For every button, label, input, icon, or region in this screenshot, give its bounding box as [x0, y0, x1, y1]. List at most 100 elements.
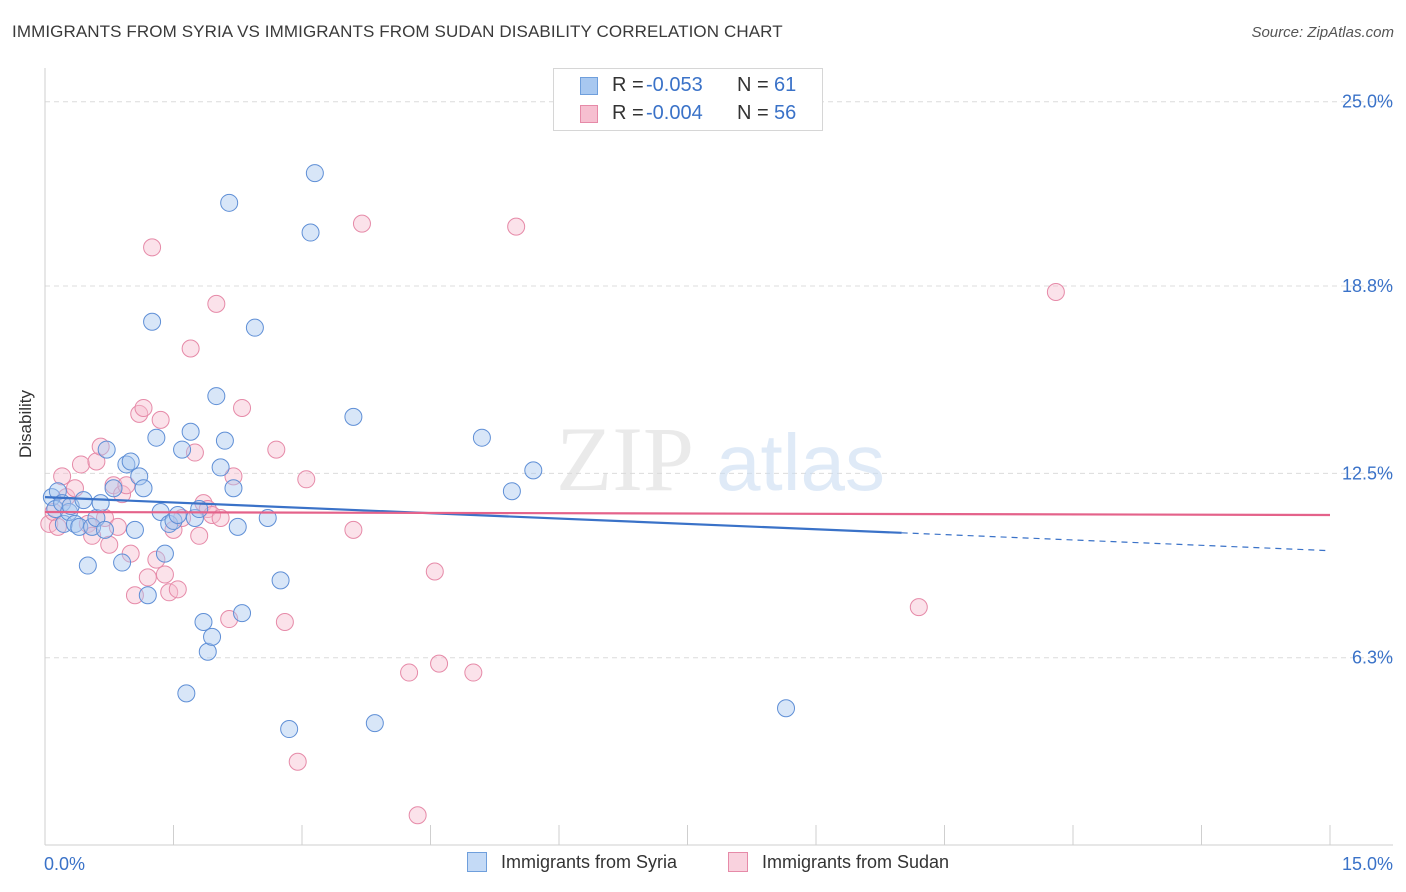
syria-point	[472, 428, 491, 447]
syria-point	[130, 467, 149, 486]
syria-point	[134, 479, 153, 498]
y-tick-label: 6.3%	[1352, 648, 1393, 668]
sudan-point	[909, 598, 928, 617]
chart-title: IMMIGRANTS FROM SYRIA VS IMMIGRANTS FROM…	[12, 22, 783, 41]
syria-point	[95, 520, 114, 539]
syria-point	[147, 428, 166, 447]
sudan-point	[267, 440, 286, 459]
sudan-point	[288, 752, 307, 771]
syria-point	[48, 482, 67, 501]
syria-trend-extension	[901, 532, 1331, 552]
n-value: 61	[774, 74, 797, 96]
y-tick-label: 12.5%	[1342, 463, 1393, 483]
syria-point	[70, 517, 89, 536]
syria-point	[228, 517, 247, 536]
syria-point	[138, 586, 157, 605]
syria-point	[305, 164, 324, 183]
legend-label-sudan: Immigrants from Sudan	[762, 852, 950, 872]
syria-point	[185, 508, 204, 527]
sudan-point	[297, 470, 316, 489]
syria-point	[91, 494, 110, 513]
stats-legend: R = -0.053 N = 61 R = -0.004 N = 56	[553, 68, 823, 131]
syria-point	[113, 553, 132, 572]
syria-point	[271, 571, 290, 590]
syria-point	[502, 482, 521, 501]
sudan-point	[211, 508, 230, 527]
watermark-zip: ZIP	[556, 408, 694, 510]
syria-point	[258, 508, 277, 527]
syria-point	[143, 312, 162, 331]
syria-swatch	[580, 77, 598, 95]
sudan-point	[168, 580, 187, 599]
sudan-point	[430, 654, 449, 673]
r-value: -0.004	[646, 102, 703, 124]
stats-row-sudan: R = -0.004 N = 56	[554, 99, 822, 129]
sudan-point	[87, 452, 106, 471]
syria-point	[301, 223, 320, 242]
syria-point	[155, 544, 174, 563]
syria-point	[524, 461, 543, 480]
sudan-point	[71, 455, 90, 474]
sudan-point	[134, 398, 153, 417]
syria-point	[104, 479, 123, 498]
sudan-point	[408, 806, 427, 825]
sudan-point	[53, 467, 72, 486]
sudan-swatch	[580, 105, 598, 123]
x-tick-label: 15.0%	[1342, 854, 1393, 874]
sudan-point	[352, 214, 371, 233]
sudan-point	[143, 238, 162, 257]
syria-point	[198, 642, 217, 661]
r-value: -0.053	[646, 74, 703, 96]
sudan-point	[138, 568, 157, 587]
sudan-point	[464, 663, 483, 682]
syria-trend-line	[44, 496, 902, 534]
axes	[44, 68, 1393, 846]
sudan-point	[344, 520, 363, 539]
syria-point	[224, 479, 243, 498]
gridlines	[45, 101, 1393, 659]
sudan-point	[207, 294, 226, 313]
syria-point	[280, 720, 299, 739]
y-axis-label: Disability	[16, 389, 35, 458]
sudan-point	[1046, 283, 1065, 302]
syria-point	[365, 714, 384, 733]
sudan-point	[181, 339, 200, 358]
x-tick-label: 0.0%	[44, 854, 85, 874]
syria-point	[97, 440, 116, 459]
syria-point	[168, 505, 187, 524]
syria-point	[245, 318, 264, 337]
syria-point	[344, 407, 363, 426]
y-tick-label: 25.0%	[1342, 92, 1393, 112]
sudan-point	[425, 562, 444, 581]
stats-row-syria: R = -0.053 N = 61	[554, 71, 822, 101]
syria-point	[121, 452, 140, 471]
syria-point	[46, 500, 65, 519]
sudan-point	[190, 526, 209, 545]
sudan-point	[275, 613, 294, 632]
n-label: N =	[737, 74, 769, 96]
legend-label-syria: Immigrants from Syria	[501, 852, 678, 872]
sudan-point	[400, 663, 419, 682]
tick-labels: 6.3% 12.5% 18.8% 25.0% 0.0% 15.0%	[44, 92, 1393, 874]
sudan-trend-line	[44, 510, 1331, 517]
sudan-point	[125, 586, 144, 605]
n-value: 56	[774, 102, 797, 124]
sudan-point	[233, 398, 252, 417]
syria-point	[181, 422, 200, 441]
syria-point	[777, 699, 796, 718]
trend-lines	[44, 496, 1331, 552]
syria-point	[173, 440, 192, 459]
syria-point	[220, 193, 239, 212]
legend-swatch-syria	[467, 852, 487, 872]
syria-point	[78, 556, 97, 575]
sudan-point	[155, 565, 174, 584]
chart-source: Source: ZipAtlas.com	[1251, 24, 1394, 41]
syria-point	[211, 458, 230, 477]
series-syria-points	[42, 164, 796, 739]
n-label: N =	[737, 102, 769, 124]
sudan-point	[507, 217, 526, 236]
legend-swatch-sudan	[728, 852, 748, 872]
syria-point	[125, 520, 144, 539]
syria-point	[194, 613, 213, 632]
